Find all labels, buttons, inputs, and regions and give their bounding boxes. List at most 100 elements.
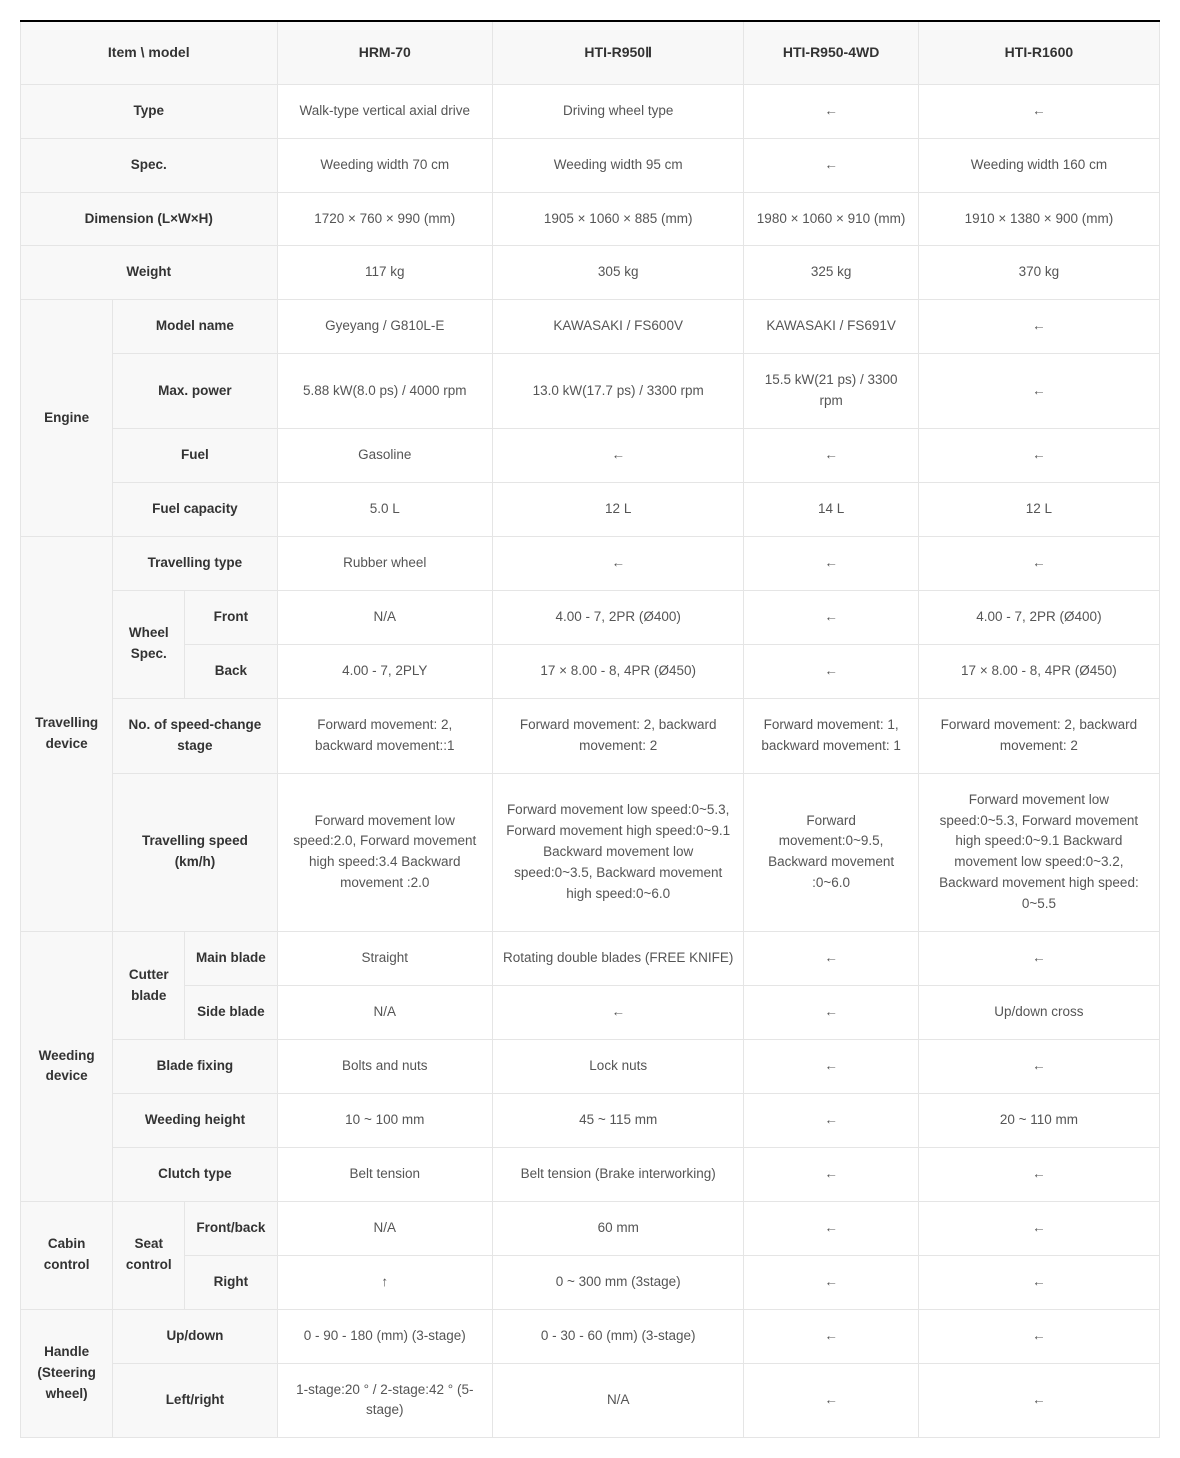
cell: ← xyxy=(744,1147,918,1201)
cell: ← xyxy=(918,1309,1159,1363)
cell: 4.00 - 7, 2PR (Ø400) xyxy=(493,590,744,644)
label-hdl-lr: Left/right xyxy=(113,1363,277,1438)
row-handle-ud: Handle (Steering wheel) Up/down 0 - 90 -… xyxy=(21,1309,1160,1363)
label-blade-fix: Blade fixing xyxy=(113,1039,277,1093)
row-blade-fix: Blade fixing Bolts and nuts Lock nuts ← … xyxy=(21,1039,1160,1093)
cell: Weeding width 160 cm xyxy=(918,138,1159,192)
header-model-0: HRM-70 xyxy=(277,21,492,84)
label-seat-fb: Front/back xyxy=(185,1201,277,1255)
cell: Rotating double blades (FREE KNIFE) xyxy=(493,932,744,986)
cell: ← xyxy=(918,354,1159,429)
cell: ← xyxy=(744,932,918,986)
cell: ← xyxy=(744,84,918,138)
row-dimension: Dimension (L×W×H) 1720 × 760 × 990 (mm) … xyxy=(21,192,1160,246)
row-wheel-front: Wheel Spec. Front N/A 4.00 - 7, 2PR (Ø40… xyxy=(21,590,1160,644)
label-handle: Handle (Steering wheel) xyxy=(21,1309,113,1438)
header-item: Item \ model xyxy=(21,21,278,84)
row-blade-side: Side blade N/A ← ← Up/down cross xyxy=(21,986,1160,1040)
cell: ← xyxy=(744,1201,918,1255)
header-model-3: HTI-R1600 xyxy=(918,21,1159,84)
cell: 1905 × 1060 × 885 (mm) xyxy=(493,192,744,246)
cell: ← xyxy=(744,644,918,698)
cell: ← xyxy=(744,1309,918,1363)
label-trv-speed: Travelling speed (km/h) xyxy=(113,773,277,932)
cell: 1980 × 1060 × 910 (mm) xyxy=(744,192,918,246)
label-trv-stage: No. of speed-change stage xyxy=(113,698,277,773)
cell: Forward movement: 1, backward movement: … xyxy=(744,698,918,773)
cell: 17 × 8.00 - 8, 4PR (Ø450) xyxy=(493,644,744,698)
cell: 5.88 kW(8.0 ps) / 4000 rpm xyxy=(277,354,492,429)
cell: 1-stage:20 ° / 2-stage:42 ° (5-stage) xyxy=(277,1363,492,1438)
cell: 5.0 L xyxy=(277,483,492,537)
label-blade-side: Side blade xyxy=(185,986,277,1040)
cell: 117 kg xyxy=(277,246,492,300)
row-engine-power: Max. power 5.88 kW(8.0 ps) / 4000 rpm 13… xyxy=(21,354,1160,429)
cell: Forward movement:0~9.5, Backward movemen… xyxy=(744,773,918,932)
cell: Belt tension (Brake interworking) xyxy=(493,1147,744,1201)
label-trv-type: Travelling type xyxy=(113,536,277,590)
label-clutch: Clutch type xyxy=(113,1147,277,1201)
cell: ← xyxy=(493,536,744,590)
cell: Gyeyang / G810L-E xyxy=(277,300,492,354)
cell: KAWASAKI / FS691V xyxy=(744,300,918,354)
cell: ← xyxy=(918,1147,1159,1201)
header-row: Item \ model HRM-70 HTI-R950Ⅱ HTI-R950-4… xyxy=(21,21,1160,84)
row-engine-model: Engine Model name Gyeyang / G810L-E KAWA… xyxy=(21,300,1160,354)
label-seat: Seat control xyxy=(113,1201,185,1309)
row-trv-stage: No. of speed-change stage Forward moveme… xyxy=(21,698,1160,773)
label-dimension: Dimension (L×W×H) xyxy=(21,192,278,246)
row-handle-lr: Left/right 1-stage:20 ° / 2-stage:42 ° (… xyxy=(21,1363,1160,1438)
cell: ← xyxy=(918,300,1159,354)
cell: 0 - 90 - 180 (mm) (3-stage) xyxy=(277,1309,492,1363)
label-type: Type xyxy=(21,84,278,138)
cell: Forward movement: 2, backward movement: … xyxy=(493,698,744,773)
cell: ↑ xyxy=(277,1255,492,1309)
cell: 0 - 30 - 60 (mm) (3-stage) xyxy=(493,1309,744,1363)
label-engine: Engine xyxy=(21,300,113,537)
cell: 60 mm xyxy=(493,1201,744,1255)
cell: ← xyxy=(918,1255,1159,1309)
cell: N/A xyxy=(277,1201,492,1255)
label-eng-power: Max. power xyxy=(113,354,277,429)
label-eng-cap: Fuel capacity xyxy=(113,483,277,537)
cell: 14 L xyxy=(744,483,918,537)
row-engine-fuel: Fuel Gasoline ← ← ← xyxy=(21,429,1160,483)
cell: Up/down cross xyxy=(918,986,1159,1040)
label-weed-height: Weeding height xyxy=(113,1093,277,1147)
label-seat-right: Right xyxy=(185,1255,277,1309)
label-eng-fuel: Fuel xyxy=(113,429,277,483)
label-eng-model: Model name xyxy=(113,300,277,354)
row-weight: Weight 117 kg 305 kg 325 kg 370 kg xyxy=(21,246,1160,300)
cell: 4.00 - 7, 2PLY xyxy=(277,644,492,698)
row-weed-height: Weeding height 10 ~ 100 mm 45 ~ 115 mm ←… xyxy=(21,1093,1160,1147)
cell: 20 ~ 110 mm xyxy=(918,1093,1159,1147)
cell: KAWASAKI / FS600V xyxy=(493,300,744,354)
cell: 10 ~ 100 mm xyxy=(277,1093,492,1147)
row-wheel-back: Back 4.00 - 7, 2PLY 17 × 8.00 - 8, 4PR (… xyxy=(21,644,1160,698)
cell: 0 ~ 300 mm (3stage) xyxy=(493,1255,744,1309)
cell: Driving wheel type xyxy=(493,84,744,138)
cell: 370 kg xyxy=(918,246,1159,300)
cell: ← xyxy=(744,536,918,590)
row-trv-speed: Travelling speed (km/h) Forward movement… xyxy=(21,773,1160,932)
cell: Weeding width 95 cm xyxy=(493,138,744,192)
label-cutter: Cutter blade xyxy=(113,932,185,1040)
cell: ← xyxy=(744,590,918,644)
row-clutch: Clutch type Belt tension Belt tension (B… xyxy=(21,1147,1160,1201)
header-model-2: HTI-R950-4WD xyxy=(744,21,918,84)
cell: Lock nuts xyxy=(493,1039,744,1093)
cell: Walk-type vertical axial drive xyxy=(277,84,492,138)
cell: Forward movement low speed:0~5.3, Forwar… xyxy=(493,773,744,932)
cell: N/A xyxy=(277,986,492,1040)
cell: Forward movement low speed:0~5.3, Forwar… xyxy=(918,773,1159,932)
label-wheel-front: Front xyxy=(185,590,277,644)
row-seat-right: Right ↑ 0 ~ 300 mm (3stage) ← ← xyxy=(21,1255,1160,1309)
cell: 325 kg xyxy=(744,246,918,300)
cell: ← xyxy=(493,429,744,483)
cell: Forward movement: 2, backward movement: … xyxy=(918,698,1159,773)
header-model-1: HTI-R950Ⅱ xyxy=(493,21,744,84)
label-weight: Weight xyxy=(21,246,278,300)
cell: 4.00 - 7, 2PR (Ø400) xyxy=(918,590,1159,644)
cell: Forward movement: 2, backward movement::… xyxy=(277,698,492,773)
cell: ← xyxy=(744,1039,918,1093)
